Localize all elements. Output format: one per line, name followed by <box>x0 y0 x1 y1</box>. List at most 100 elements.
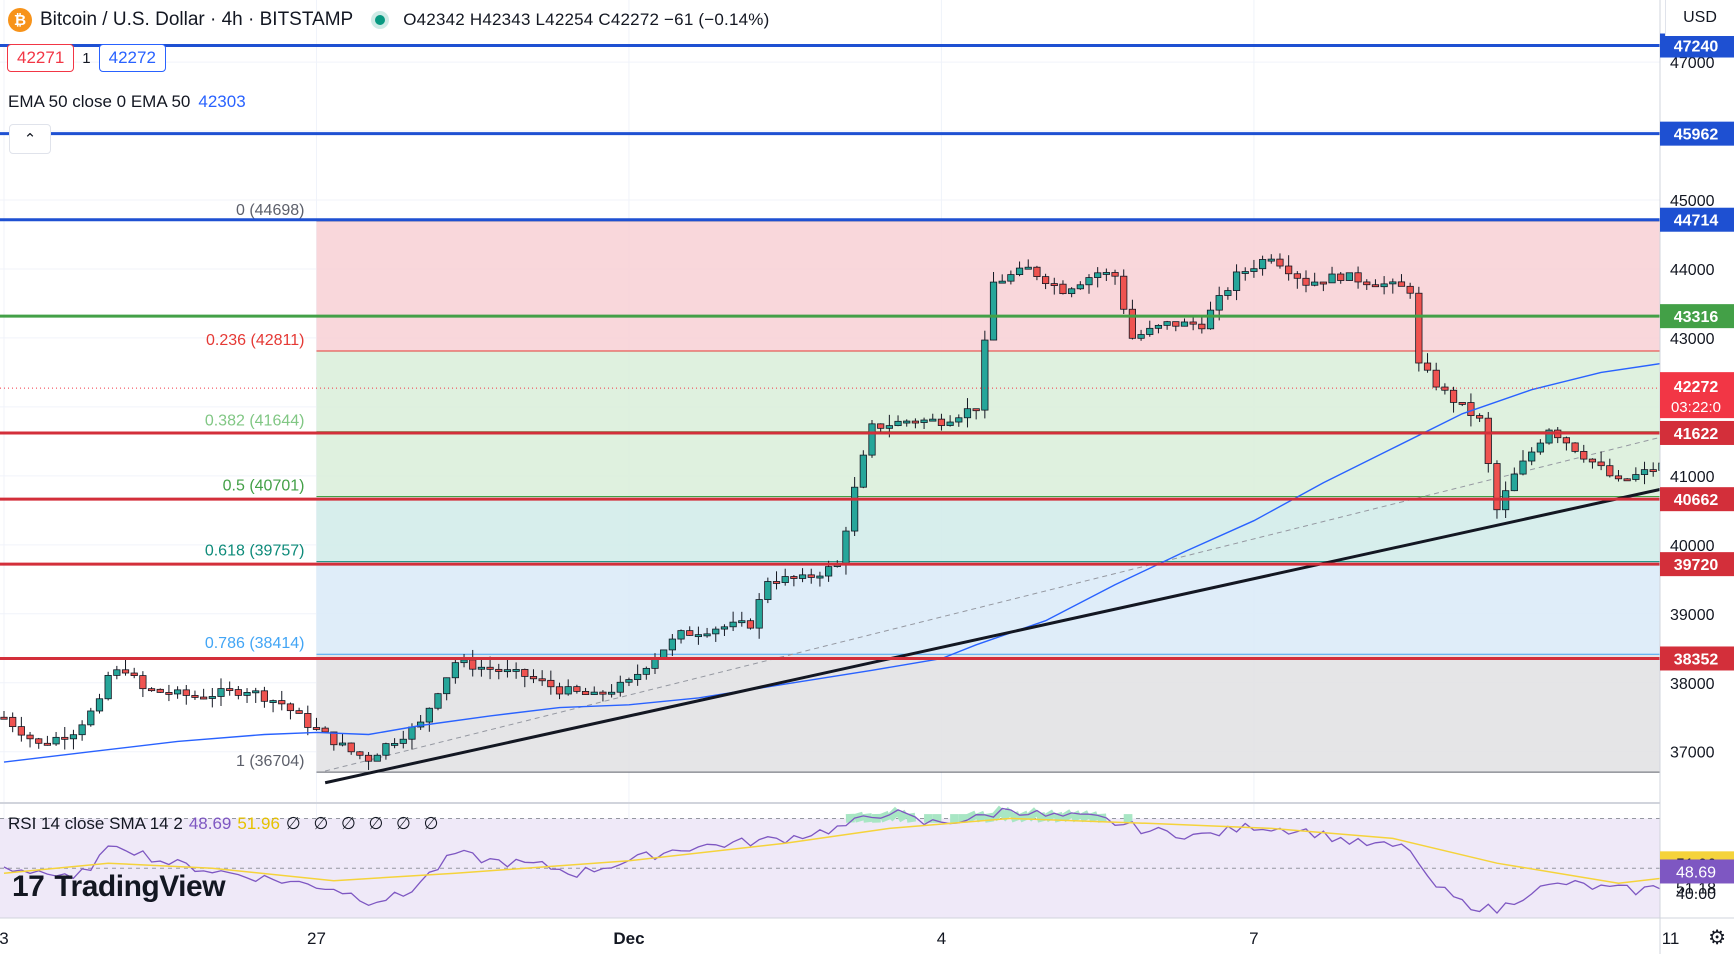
support-trendline[interactable] <box>324 352 1734 785</box>
candle[interactable] <box>1232 271 1241 291</box>
candle[interactable] <box>781 576 789 583</box>
candle[interactable] <box>1458 402 1466 405</box>
candle[interactable] <box>1154 324 1163 329</box>
candle[interactable] <box>946 421 954 426</box>
candle[interactable] <box>295 710 303 714</box>
level-axis-badge[interactable] <box>1660 33 1734 58</box>
ema-legend[interactable]: EMA 50 close 0 EMA 50 42303 <box>8 92 246 112</box>
candle[interactable] <box>963 408 972 419</box>
candle[interactable] <box>573 686 581 692</box>
candle[interactable] <box>373 754 381 762</box>
candle[interactable] <box>1649 469 1657 473</box>
candle[interactable] <box>425 707 433 723</box>
candle[interactable] <box>703 633 711 637</box>
candle[interactable] <box>547 679 555 688</box>
candle[interactable] <box>147 688 156 692</box>
candle[interactable] <box>495 668 503 672</box>
candle[interactable] <box>521 669 529 677</box>
candle[interactable] <box>286 703 295 712</box>
candle[interactable] <box>720 626 729 630</box>
candle[interactable] <box>347 742 355 753</box>
candle[interactable] <box>451 662 459 679</box>
candle[interactable] <box>1380 283 1388 288</box>
candle[interactable] <box>1259 259 1267 270</box>
candle[interactable] <box>130 672 138 677</box>
candle[interactable] <box>729 621 737 628</box>
candle[interactable] <box>1068 288 1076 295</box>
candle[interactable] <box>1536 442 1544 453</box>
candle[interactable] <box>156 688 164 693</box>
candle[interactable] <box>1337 273 1345 281</box>
dashed-trend-line[interactable] <box>325 281 1734 772</box>
candle[interactable] <box>460 659 468 664</box>
candle[interactable] <box>885 425 893 429</box>
candle[interactable] <box>1172 321 1180 327</box>
candle[interactable] <box>1432 369 1440 388</box>
candle[interactable] <box>278 700 286 705</box>
candle[interactable] <box>260 690 269 702</box>
candle[interactable] <box>929 418 937 422</box>
candle[interactable] <box>121 669 130 674</box>
candle[interactable] <box>1354 272 1362 283</box>
candle[interactable] <box>269 700 277 703</box>
candle[interactable] <box>694 634 703 638</box>
candle[interactable] <box>217 688 225 697</box>
candle[interactable] <box>1311 281 1319 286</box>
candle[interactable] <box>512 669 520 672</box>
candle[interactable] <box>1137 334 1145 339</box>
candle[interactable] <box>330 731 338 746</box>
candle[interactable] <box>113 669 121 676</box>
level-axis-badge[interactable] <box>1660 552 1734 577</box>
candle[interactable] <box>1319 281 1327 285</box>
candle[interactable] <box>529 676 538 680</box>
candle[interactable] <box>0 716 8 720</box>
candle[interactable] <box>1328 273 1336 284</box>
candle[interactable] <box>998 280 1006 284</box>
candle[interactable] <box>1640 469 1649 475</box>
candle[interactable] <box>1423 362 1432 371</box>
candle[interactable] <box>338 742 347 746</box>
price-axis[interactable] <box>1660 0 1734 918</box>
candle[interactable] <box>1528 451 1536 462</box>
candle[interactable] <box>1415 292 1423 364</box>
level-axis-badge[interactable] <box>1660 304 1734 329</box>
currency-selector[interactable]: USD <box>1665 0 1734 36</box>
candle[interactable] <box>1562 437 1570 444</box>
candle[interactable] <box>1632 474 1640 480</box>
candle[interactable] <box>1276 258 1284 267</box>
candle[interactable] <box>798 574 807 579</box>
candle[interactable] <box>208 696 216 699</box>
candle[interactable] <box>1397 281 1406 287</box>
candle[interactable] <box>1545 429 1553 444</box>
candle[interactable] <box>1094 272 1102 278</box>
candle[interactable] <box>390 743 399 746</box>
candle[interactable] <box>1267 258 1275 262</box>
candle[interactable] <box>1449 389 1458 403</box>
candle[interactable] <box>61 736 69 740</box>
candle[interactable] <box>477 666 486 670</box>
candle[interactable] <box>1623 478 1631 482</box>
candle[interactable] <box>868 423 876 456</box>
candle[interactable] <box>200 696 208 700</box>
candle[interactable] <box>434 693 442 709</box>
candle[interactable] <box>78 724 86 736</box>
sell-button[interactable]: 42271 <box>7 44 75 72</box>
candle[interactable] <box>920 419 928 423</box>
current-price-badge[interactable] <box>1660 372 1734 419</box>
candle[interactable] <box>1476 415 1484 419</box>
candle[interactable] <box>243 692 251 696</box>
candle[interactable] <box>1614 475 1623 480</box>
candle[interactable] <box>590 691 598 695</box>
candle[interactable] <box>43 742 52 746</box>
candle[interactable] <box>1198 323 1206 330</box>
candle[interactable] <box>1206 309 1215 330</box>
candle[interactable] <box>1180 321 1189 327</box>
candle[interactable] <box>1224 290 1232 296</box>
candle[interactable] <box>1519 460 1527 475</box>
candle[interactable] <box>807 574 815 578</box>
candle[interactable] <box>816 575 824 579</box>
candle[interactable] <box>26 734 34 740</box>
candle[interactable] <box>1371 284 1380 288</box>
candle[interactable] <box>772 581 781 584</box>
candle[interactable] <box>252 690 260 694</box>
